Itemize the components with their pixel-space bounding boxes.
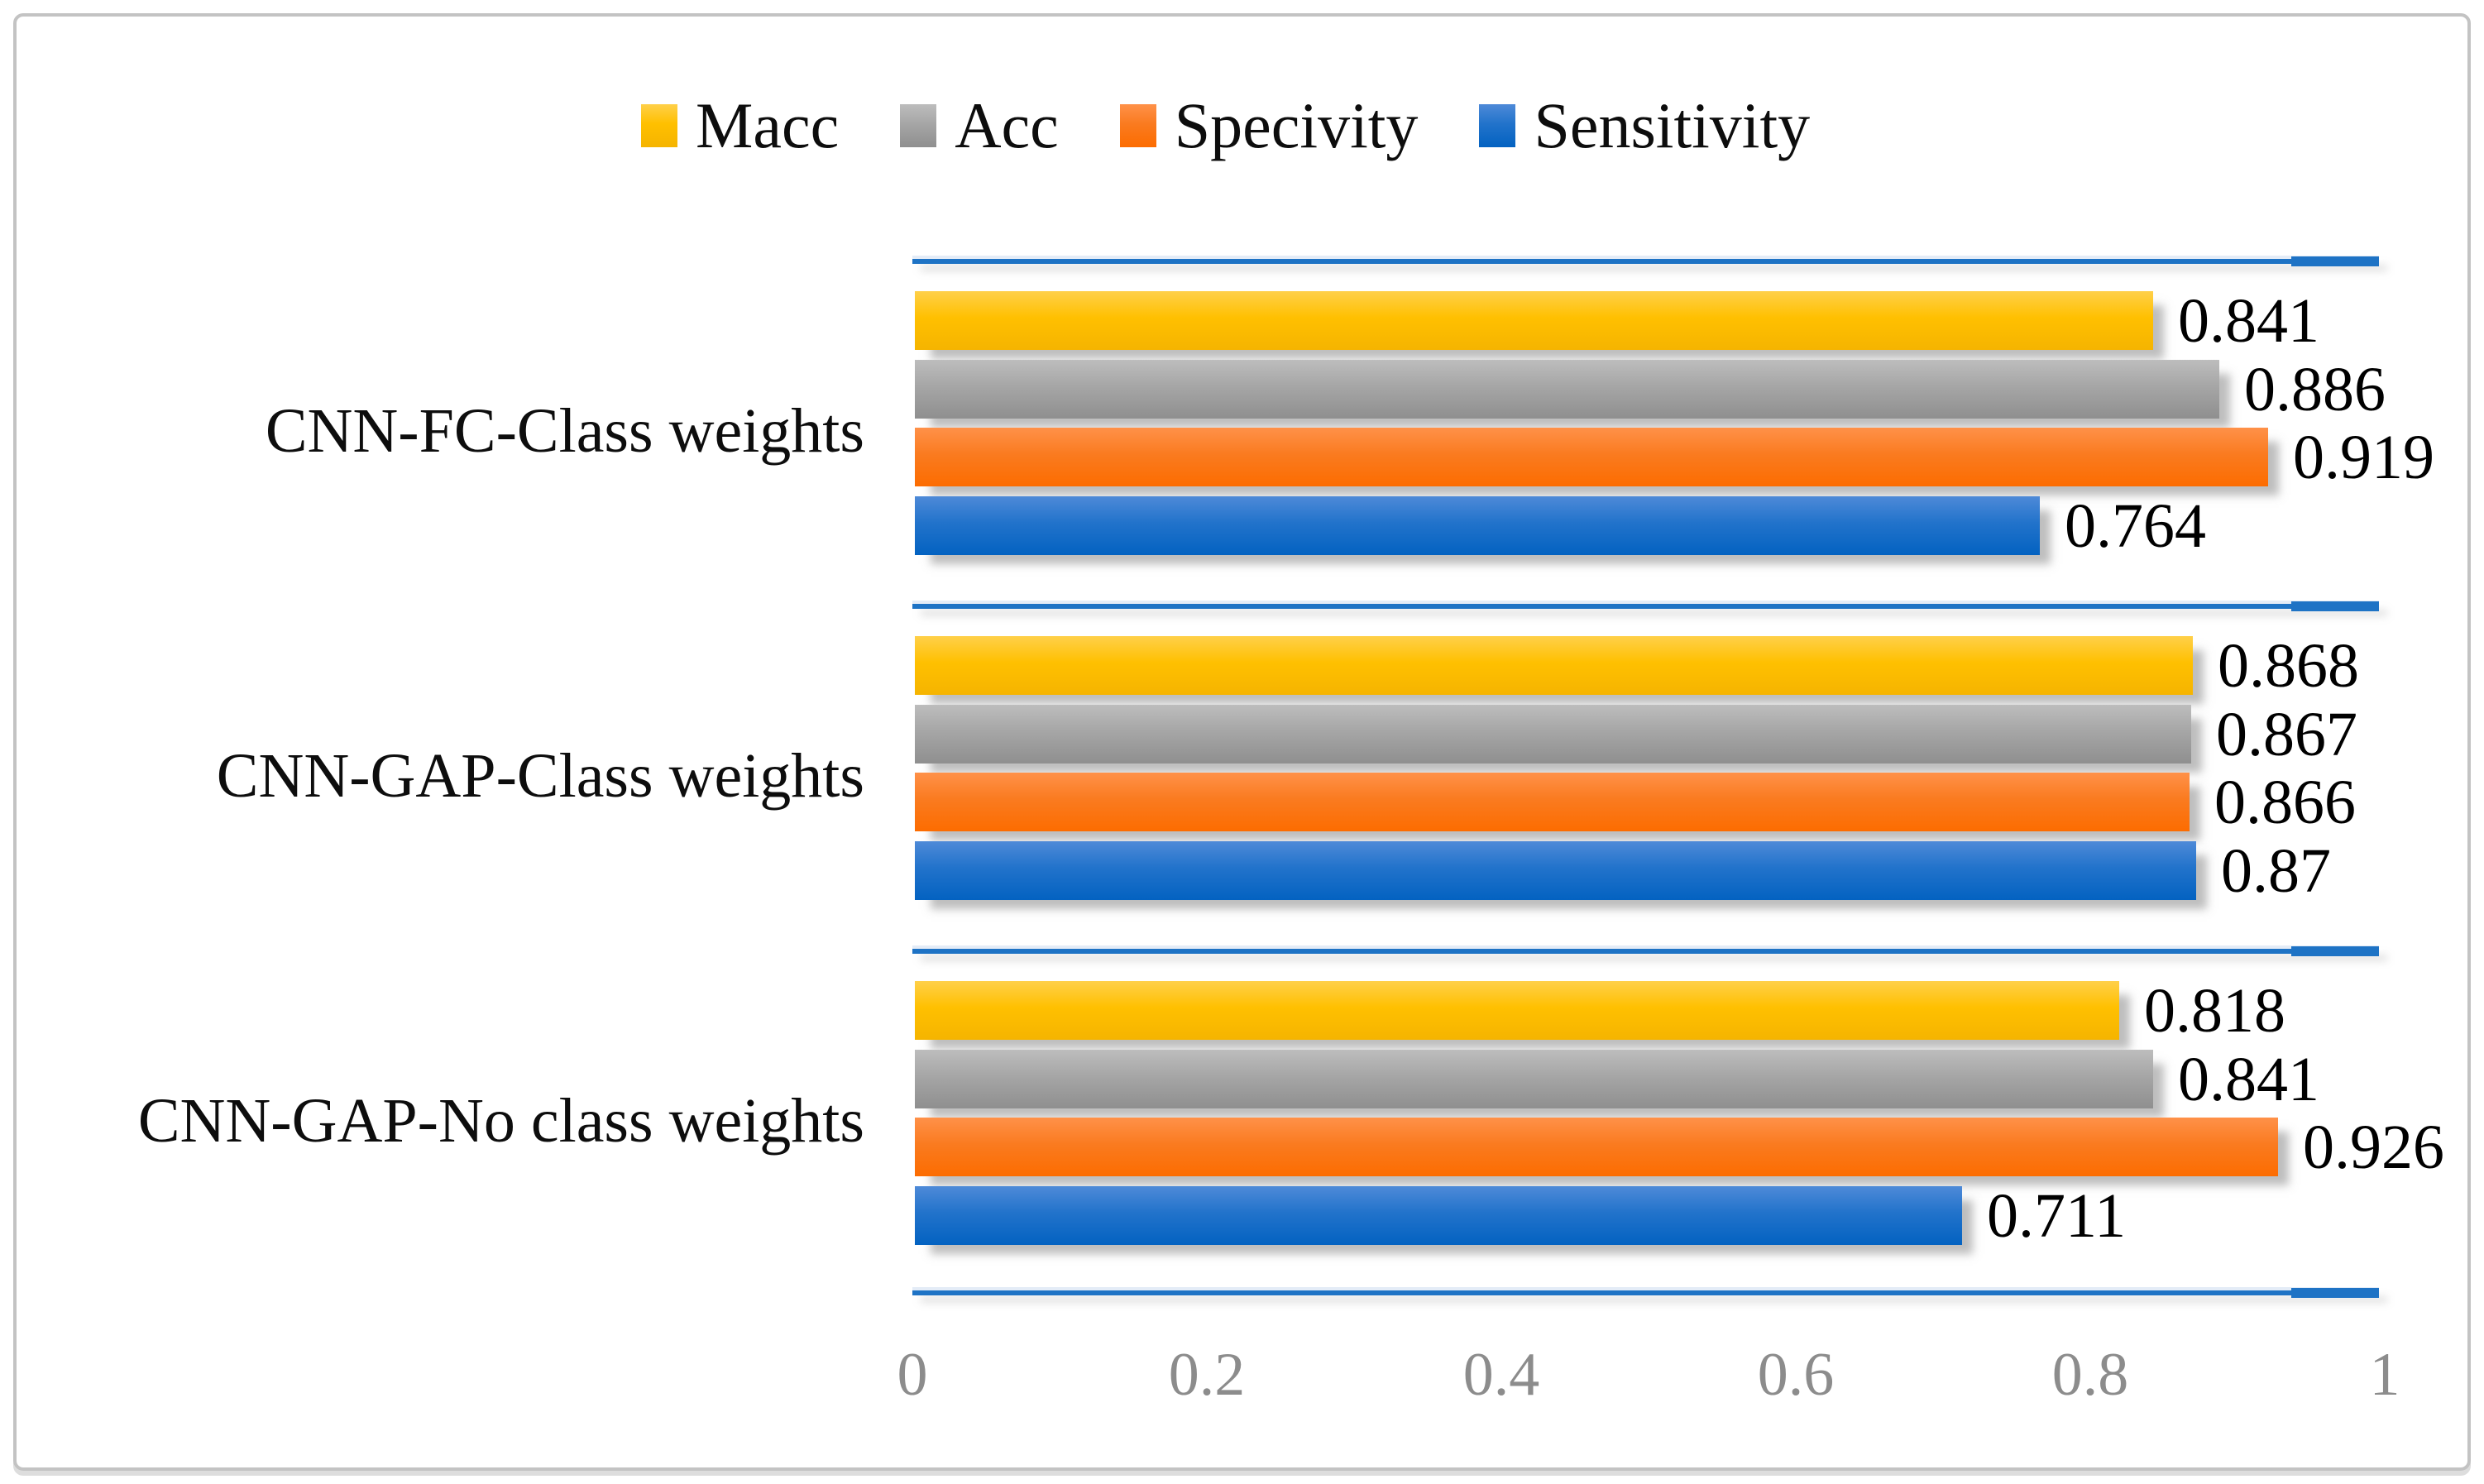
x-axis-tick-label: 1 (2369, 1341, 2400, 1409)
legend-swatch-macc (641, 104, 677, 147)
x-axis-tick-label: 0.4 (1462, 1341, 1540, 1409)
data-label: 0.926 (2303, 1113, 2444, 1182)
data-label: 0.87 (2221, 836, 2331, 906)
x-axis-tick-label: 0.6 (1757, 1341, 1835, 1409)
category-label: CNN-GAP-No class weights (137, 1086, 864, 1156)
category-label: CNN-FC-Class weights (265, 396, 864, 466)
legend-swatch-sensitivity (1479, 104, 1516, 147)
bar-macc-group1 (915, 291, 2153, 350)
category-separator-line (912, 1288, 2379, 1298)
x-axis-tick-label: 0.2 (1168, 1341, 1246, 1409)
category-separator-line (912, 946, 2379, 956)
legend-label: Sensitivity (1534, 89, 1811, 161)
bar-specivity-group1 (915, 428, 2268, 486)
legend-item-specivity: Specivity (1119, 89, 1419, 161)
bar-macc-group3 (915, 981, 2119, 1040)
legend-swatch-acc (900, 104, 937, 147)
data-label: 0.841 (2178, 286, 2319, 356)
bar-specivity-group2 (915, 773, 2190, 831)
legend-label: Macc (696, 89, 840, 161)
data-label: 0.764 (2065, 491, 2206, 561)
legend-swatch-specivity (1119, 104, 1156, 147)
bar-macc-group2 (915, 636, 2193, 695)
bar-sensitivity-group3 (915, 1186, 1962, 1245)
legend-item-sensitivity: Sensitivity (1479, 93, 1810, 159)
legend: Macc Acc Specivity Sensitivity (641, 93, 1810, 159)
category-separator-line (912, 256, 2379, 266)
bar-sensitivity-group2 (915, 841, 2196, 900)
category-label: CNN-GAP-Class weights (216, 741, 864, 811)
bar-acc-group2 (915, 705, 2191, 764)
data-label: 0.868 (2218, 631, 2359, 701)
x-axis-tick-label: 0.8 (2051, 1341, 2129, 1409)
data-label: 0.711 (1987, 1181, 2127, 1251)
data-label: 0.866 (2214, 768, 2356, 837)
category-separator-line (912, 601, 2379, 611)
bar-acc-group1 (915, 360, 2219, 419)
legend-label: Acc (955, 89, 1059, 161)
data-label: 0.919 (2293, 423, 2434, 492)
data-label: 0.886 (2244, 355, 2386, 424)
bar-specivity-group3 (915, 1118, 2278, 1176)
data-label: 0.818 (2144, 976, 2285, 1046)
figure-border (13, 13, 2471, 1471)
data-label: 0.841 (2178, 1045, 2319, 1114)
data-label: 0.867 (2216, 700, 2357, 769)
legend-label: Specivity (1174, 89, 1419, 161)
legend-item-acc: Acc (900, 93, 1059, 159)
legend-item-macc: Macc (641, 93, 839, 159)
x-axis-tick-label: 0 (897, 1341, 928, 1409)
bar-sensitivity-group1 (915, 496, 2040, 555)
bar-acc-group3 (915, 1050, 2153, 1108)
